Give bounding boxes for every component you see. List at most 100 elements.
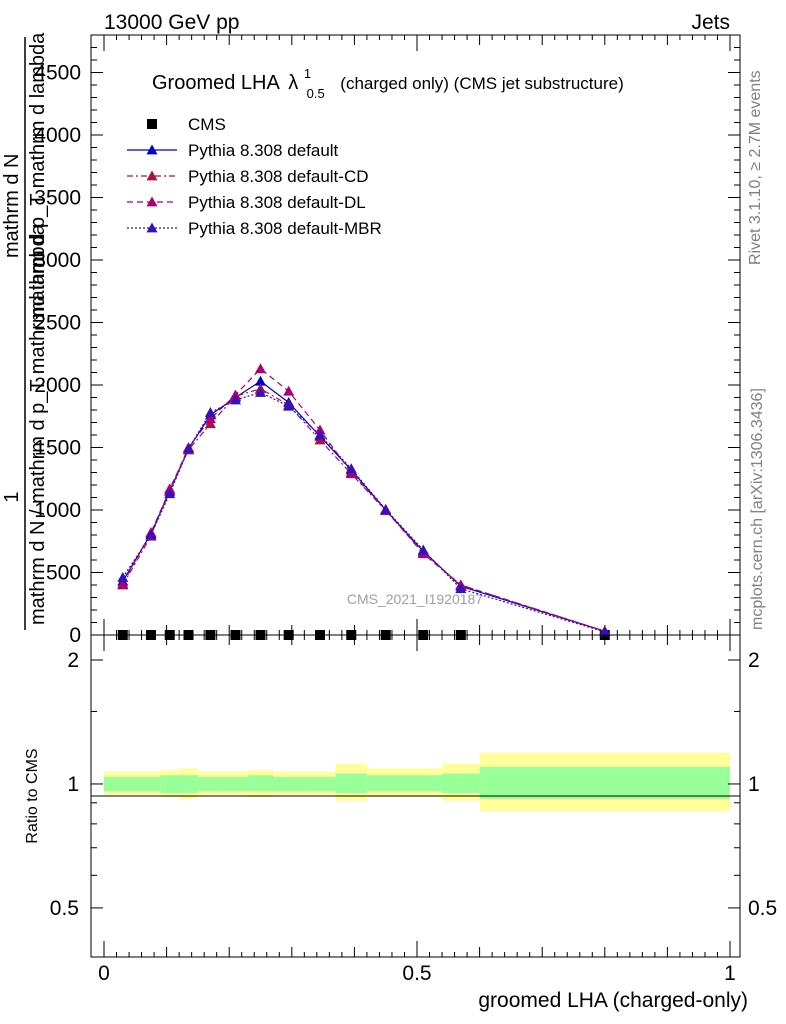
- title-superscript: 1: [304, 66, 311, 81]
- ratio-band-inner: [141, 776, 161, 792]
- legend-entry: Pythia 8.308 default-CD: [127, 167, 369, 186]
- data-point: [229, 394, 241, 405]
- data-point: [380, 503, 392, 514]
- data-point: [283, 400, 295, 411]
- header-right: Jets: [691, 11, 730, 34]
- legend-entry: Pythia 8.308 default-MBR: [127, 219, 382, 238]
- y-tick-label: 0: [69, 624, 81, 647]
- ylabel-right-part: mathrm d p_T mathrm d lambda: [27, 32, 49, 318]
- legend-label: Pythia 8.308 default-DL: [188, 193, 366, 212]
- data-point: [204, 413, 216, 424]
- ylabel-top: 1: [1, 491, 23, 502]
- data-point: [314, 434, 326, 445]
- main-plot-panel: 0 500 1000 1500 2000 2500 3000 3500 4000 4500 CMS…: [1, 32, 741, 647]
- data-point: [164, 488, 176, 499]
- y-tick-label: 1000: [34, 499, 81, 522]
- ratio-band-inner: [304, 776, 336, 792]
- legend-label: Pythia 8.308 default-MBR: [188, 219, 382, 238]
- data-point: [599, 626, 611, 637]
- ratio-band-inner: [222, 776, 248, 792]
- ratio-x-axis: 0 0.5 1: [98, 635, 736, 985]
- ratio-y-tick-label-right: 0.5: [748, 897, 777, 920]
- main-y-axis-label: 1 mathrm d N mathrm d N / mathrm d p_T m…: [1, 32, 49, 630]
- data-point: [417, 544, 429, 555]
- legend-marker: [146, 222, 158, 233]
- data-point: [283, 385, 295, 396]
- legend-marker: [146, 170, 158, 181]
- title-symbol: λ: [288, 72, 298, 94]
- side-text-top: Rivet 3.1.10, ≥ 2.7M events: [747, 70, 764, 265]
- title-rest: (charged only) (CMS jet substructure): [340, 74, 623, 93]
- ratio-y-tick-label: 2: [67, 649, 79, 672]
- ratio-y-tick-label: 0.5: [50, 897, 79, 920]
- data-point: [117, 578, 129, 589]
- ratio-band-inner: [404, 775, 443, 792]
- x-tick-label: 0.5: [402, 962, 431, 985]
- ratio-bands: [104, 752, 730, 811]
- data-point: [145, 529, 157, 540]
- data-point: [229, 389, 241, 400]
- ratio-y-axis: 0.5 0.5 1 1 2 2: [50, 649, 777, 920]
- ylabel-fraction-denominator: mathrm d N / mathrm d p_T mathrmd lambda: [27, 223, 49, 625]
- ratio-band-inner: [160, 775, 180, 794]
- y-tick-label: 2500: [34, 312, 81, 335]
- data-point: [255, 375, 266, 386]
- legend-entry: Pythia 8.308 default: [127, 141, 339, 160]
- data-point: [314, 424, 326, 435]
- legend-label: Pythia 8.308 default-CD: [188, 167, 369, 186]
- svg-text:Groomed LHA λ: Groomed LHA λ 1 0.5 (charged only) (CMS …: [152, 61, 624, 103]
- data-point: [455, 583, 467, 594]
- x-axis-label: groomed LHA (charged-only): [478, 989, 748, 1012]
- y-tick-label: 3000: [34, 249, 81, 272]
- ratio-band-inner: [479, 766, 730, 799]
- main-y-axis: 0 500 1000 1500 2000 2500 3000 3500 4000 4500: [34, 34, 740, 647]
- y-tick-label: 4000: [34, 124, 81, 147]
- ratio-band-inner: [179, 775, 198, 794]
- data-point: [314, 429, 326, 440]
- data-point: [204, 418, 216, 429]
- legend-label: Pythia 8.308 default: [188, 141, 339, 160]
- ratio-y-tick-label-right: 1: [748, 773, 760, 796]
- ratio-plot-panel: 0.5 0.51 12 2 0 0.5 1 Ratio to CMS groomed LH…: [24, 634, 777, 1012]
- ratio-band-inner: [366, 775, 405, 792]
- legend-marker: [147, 119, 157, 129]
- legend-marker: [146, 144, 158, 155]
- ratio-band-inner: [335, 773, 367, 794]
- ratio-band-inner: [104, 776, 142, 792]
- ratio-band-inner: [442, 773, 480, 794]
- header-left: 13000 GeV pp: [104, 11, 239, 34]
- y-tick-label: 3500: [34, 187, 81, 210]
- chart-title: Groomed LHA λ 1 0.5 (charged only) (CMS …: [152, 61, 624, 103]
- ratio-band-inner: [247, 775, 274, 792]
- ratio-band-inner: [273, 776, 305, 792]
- data-point: [183, 443, 195, 454]
- data-point: [255, 363, 266, 374]
- y-tick-label: 1500: [34, 437, 81, 460]
- watermark: CMS_2021_I1920187: [347, 591, 483, 607]
- data-point: [345, 463, 357, 474]
- legend-marker: [146, 196, 158, 207]
- ratio-band-inner: [197, 776, 223, 792]
- ylabel-fraction-numerator: mathrm d N: [1, 154, 23, 258]
- x-tick-label: 1: [724, 962, 736, 985]
- title-main: Groomed LHA: [152, 72, 280, 94]
- series-line: [122, 391, 605, 633]
- series-pythia-8-308-default-mbr: [117, 387, 611, 637]
- ratio-y-tick-label-right: 2: [748, 649, 760, 672]
- x-tick-label: 0: [98, 962, 110, 985]
- y-tick-label: 4500: [34, 62, 81, 85]
- data-point: [117, 572, 129, 582]
- title-subscript: 0.5: [307, 86, 325, 101]
- data-point: [255, 387, 266, 397]
- ratio-y-tick-label: 1: [67, 773, 79, 796]
- series-line: [122, 367, 605, 632]
- side-text-bottom: mcplots.cern.ch [arXiv:1306.3436]: [749, 388, 766, 630]
- legend-label: CMS: [188, 115, 226, 134]
- ratio-y-axis-label: Ratio to CMS: [24, 748, 41, 843]
- data-point: [204, 407, 216, 417]
- y-tick-label: 2000: [34, 374, 81, 397]
- ratio-plot-frame: [90, 634, 741, 958]
- legend: CMS Pythia 8.308 default Pythia 8.308 defa…: [127, 115, 382, 238]
- y-tick-label: 500: [46, 562, 81, 585]
